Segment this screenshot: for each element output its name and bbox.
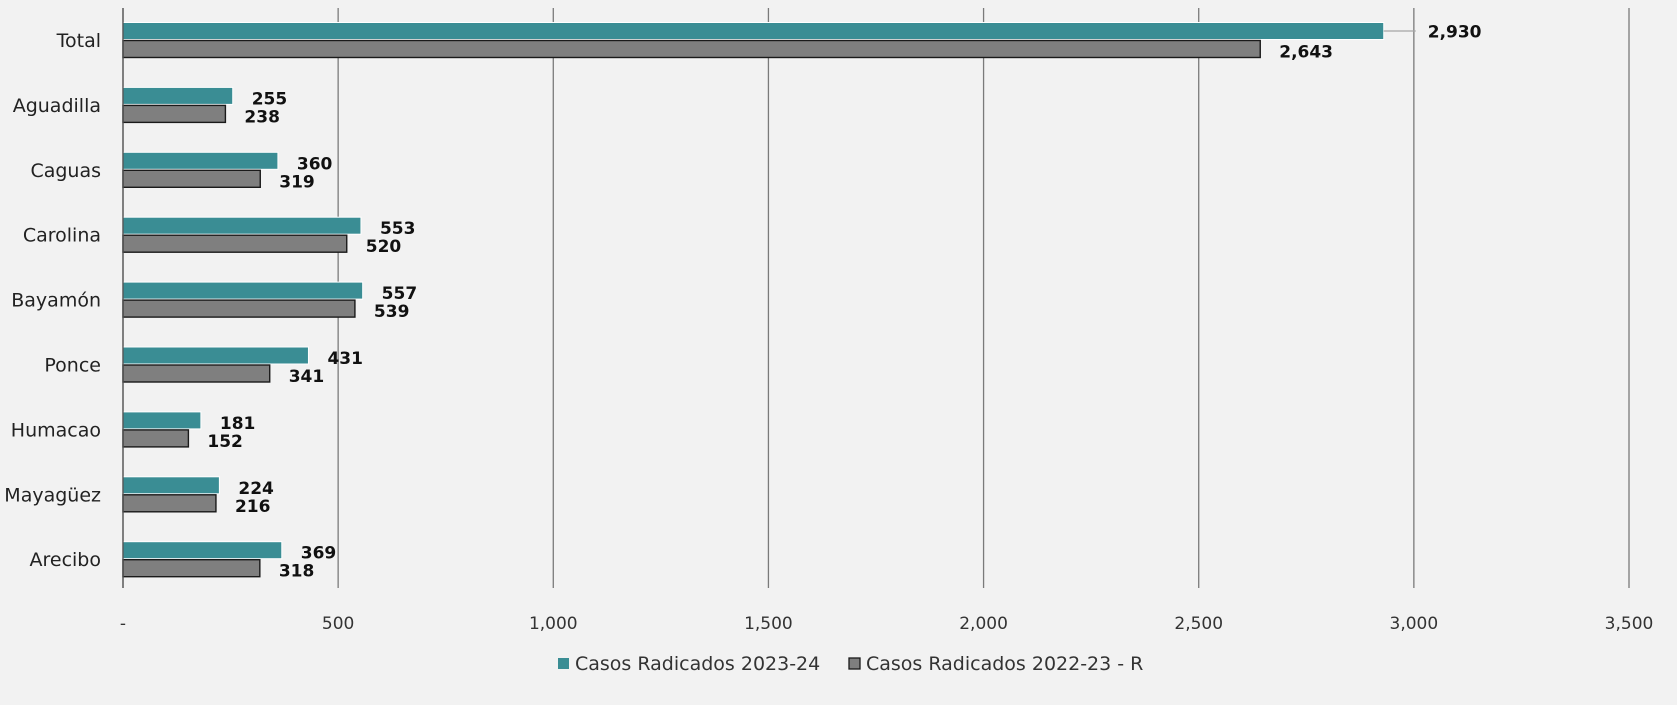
bar-total-2023-24 (122, 22, 1385, 40)
category-label-aguadilla: Aguadilla (13, 95, 101, 117)
bar-ponce-2022-23 (122, 364, 271, 383)
data-label-arecibo-2022-23: 318 (279, 562, 315, 582)
legend-label-2022-23: Casos Radicados 2022-23 - R (866, 653, 1143, 675)
data-label-bayamon-2023-24: 557 (382, 284, 418, 304)
legend-swatch-2023-24 (558, 658, 569, 669)
data-label-ponce-2023-24: 431 (327, 349, 363, 369)
bar-aguadilla-2023-24 (122, 86, 234, 105)
data-label-aguadilla-2022-23: 238 (244, 107, 280, 127)
x-tick-label: 500 (322, 614, 354, 634)
x-tick-label: 3,000 (1390, 614, 1439, 634)
bar-ponce-2023-24 (122, 346, 309, 365)
category-label-bayamon: Bayamón (11, 290, 101, 312)
bars (122, 22, 1385, 578)
legend: Casos Radicados 2023-24 Casos Radicados 2… (558, 653, 1143, 675)
category-label-caguas: Caguas (30, 160, 101, 182)
category-label-humacao: Humacao (11, 419, 101, 441)
bar-arecibo-2022-23 (122, 559, 261, 578)
data-label-humacao-2023-24: 181 (220, 414, 256, 434)
bar-caguas-2022-23 (122, 169, 261, 189)
x-tick-label: - (120, 614, 126, 634)
axes: - 500 1,000 1,500 2,000 2,500 3,000 3,500 Total A… (4, 8, 1653, 634)
data-label-mayaguez-2023-24: 224 (238, 479, 274, 499)
x-tick-label: 1,500 (744, 614, 793, 634)
data-label-humacao-2022-23: 152 (207, 432, 243, 452)
bar-carolina-2022-23 (122, 234, 348, 253)
x-tick-label: 1,000 (529, 614, 578, 634)
bar-arecibo-2023-24 (122, 541, 283, 560)
bar-mayaguez-2023-24 (122, 476, 220, 495)
bar-mayaguez-2022-23 (122, 494, 217, 513)
data-label-mayaguez-2022-23: 216 (235, 497, 271, 517)
category-label-arecibo: Arecibo (30, 549, 102, 571)
bar-humacao-2022-23 (122, 429, 190, 448)
category-label-mayaguez: Mayagüez (4, 484, 101, 506)
bar-bayamon-2022-23 (122, 299, 356, 318)
bar-aguadilla-2022-23 (122, 104, 227, 124)
category-label-ponce: Ponce (44, 355, 101, 377)
data-label-caguas-2022-23: 319 (279, 172, 315, 192)
legend-label-2023-24: Casos Radicados 2023-24 (575, 653, 820, 675)
bar-bayamon-2023-24 (122, 281, 364, 300)
data-label-total-2022-23: 2,643 (1279, 43, 1333, 63)
data-label-bayamon-2022-23: 539 (374, 302, 410, 322)
x-tick-label: 2,500 (1174, 614, 1223, 634)
data-label-caguas-2023-24: 360 (297, 154, 333, 174)
data-label-carolina-2023-24: 553 (380, 219, 416, 239)
grid-lines (122, 8, 1630, 588)
bar-humacao-2023-24 (122, 411, 202, 430)
legend-swatch-2022-23 (848, 657, 861, 670)
data-label-ponce-2022-23: 341 (289, 367, 325, 387)
bar-total-2022-23 (122, 39, 1261, 59)
bar-carolina-2023-24 (122, 216, 362, 235)
data-label-aguadilla-2023-24: 255 (252, 89, 287, 109)
x-tick-label: 3,500 (1605, 614, 1654, 634)
category-label-carolina: Carolina (23, 225, 101, 247)
category-label-total: Total (56, 30, 101, 52)
x-tick-label: 2,000 (959, 614, 1008, 634)
bar-caguas-2023-24 (122, 151, 279, 170)
data-label-carolina-2022-23: 520 (366, 237, 402, 257)
data-label-total-2023-24: 2,930 (1428, 23, 1482, 43)
data-label-arecibo-2023-24: 369 (301, 544, 337, 564)
